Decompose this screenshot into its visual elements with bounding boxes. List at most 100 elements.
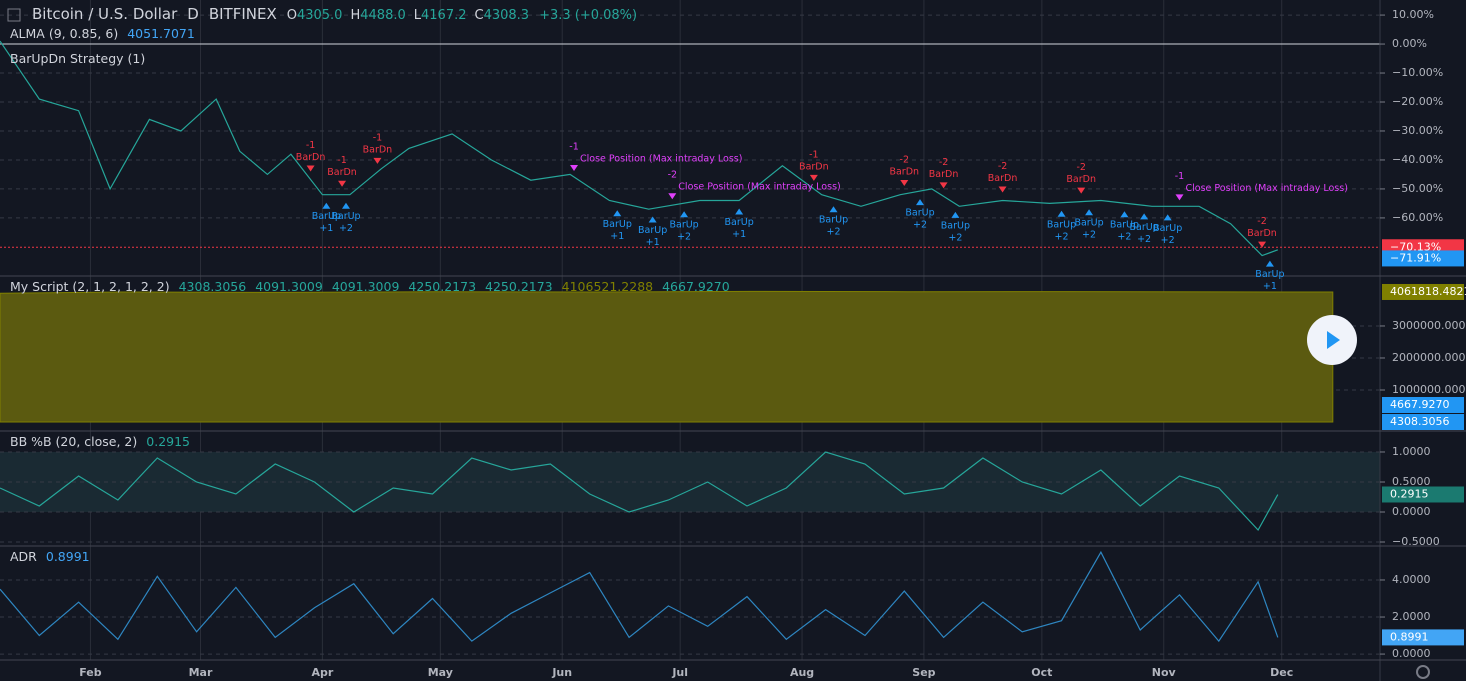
signal-label: BarDn xyxy=(327,167,357,178)
sell-arrow xyxy=(1077,187,1086,194)
ohlc-item: H4488.0 xyxy=(350,8,405,23)
buy-arrow xyxy=(341,202,350,209)
signal-label: BarUp xyxy=(905,208,934,219)
signal-count: -1 xyxy=(569,142,578,153)
ohlc-value: 4305.0 xyxy=(296,8,343,23)
price-box-label: 4061818.4821 xyxy=(1390,285,1466,298)
pane-legend: ALMA (9, 0.85, 6) 4051.7071 xyxy=(10,26,195,41)
interval: D xyxy=(187,5,199,23)
ohlc: O4305.0 H4488.0 L4167.2 C4308.3 xyxy=(287,8,529,23)
buy-arrow xyxy=(1140,213,1149,220)
legend-title: BarUpDn Strategy (1) xyxy=(10,51,146,66)
buy-arrow xyxy=(829,206,838,213)
y-tick-label: 10.00% xyxy=(1392,8,1434,21)
legend-value: 4250.2173 xyxy=(485,279,553,294)
y-tick-label: 0.5000 xyxy=(1392,475,1431,488)
close-arrow xyxy=(570,165,579,172)
price-box xyxy=(1382,283,1464,300)
symbol: Bitcoin / U.S. Dollar xyxy=(32,5,178,23)
legend-value: 4091.3009 xyxy=(255,279,323,294)
exchange: BITFINEX xyxy=(208,5,277,23)
buy-arrow xyxy=(1085,209,1094,216)
legend-value: 4308.3056 xyxy=(178,279,247,294)
buy-arrow xyxy=(951,211,960,218)
signal-count: -1 xyxy=(1175,171,1184,182)
y-tick-label: 4.0000 xyxy=(1392,573,1431,586)
play-icon[interactable] xyxy=(1327,331,1340,349)
legend-value: 4250.2173 xyxy=(408,279,477,294)
buy-arrow xyxy=(680,211,689,218)
signal-label: BarDn xyxy=(889,167,919,178)
legend-value: 4106521.2288 xyxy=(561,279,654,294)
signal-label: BarUp xyxy=(1129,222,1158,233)
y-tick-label: 1000000.0000 xyxy=(1392,383,1466,396)
signal-count: +2 xyxy=(948,232,962,243)
signal-label: BarUp xyxy=(312,211,341,222)
price-box xyxy=(1382,629,1464,646)
signal-count: +1 xyxy=(610,231,624,242)
area xyxy=(0,290,1334,423)
signal-label: BarUp xyxy=(941,220,970,231)
signal-count: -2 xyxy=(900,155,909,166)
signal-count: +2 xyxy=(826,227,840,238)
ohlc-value: 4488.0 xyxy=(360,8,406,23)
buy-arrow xyxy=(1163,214,1172,221)
y-tick-label: 3000000.0000 xyxy=(1392,319,1466,332)
signal-count: +1 xyxy=(319,223,333,234)
price-box xyxy=(1382,250,1464,267)
sell-arrow xyxy=(338,180,347,187)
buy-arrow xyxy=(1265,260,1274,267)
ohlc-key: L xyxy=(413,8,421,23)
sell-arrow xyxy=(939,182,948,189)
x-tick-label: Feb xyxy=(79,666,102,679)
signal-count: -2 xyxy=(1076,162,1085,173)
signal-label: BarDn xyxy=(988,173,1018,184)
signal-count: +2 xyxy=(1117,232,1131,243)
y-tick-label: 2000000.0000 xyxy=(1392,351,1466,364)
pane-legend: BB %B (20, close, 2) 0.2915 xyxy=(10,434,190,449)
y-tick-label: −60.00% xyxy=(1392,211,1443,224)
buy-arrow xyxy=(648,216,657,223)
ohlc-key: C xyxy=(474,8,484,23)
buy-arrow xyxy=(322,202,331,209)
legend-title: ALMA (9, 0.85, 6) xyxy=(10,26,119,41)
signal-label: BarUp xyxy=(1047,219,1076,230)
signal-count: +2 xyxy=(1082,230,1096,241)
price-box xyxy=(1382,486,1464,503)
y-tick-label: −10.00% xyxy=(1392,66,1443,79)
y-tick-label: 0.0000 xyxy=(1392,647,1431,660)
price-box-label: 4308.3056 xyxy=(1390,415,1450,428)
price-box xyxy=(1382,397,1464,413)
signal-label: BarUp xyxy=(725,217,754,228)
signal-label: BarDn xyxy=(296,152,326,163)
ohlc-key: H xyxy=(350,8,361,23)
signal-count: +2 xyxy=(1055,231,1069,242)
buy-arrow xyxy=(613,210,622,217)
settings-icon[interactable] xyxy=(1416,665,1430,679)
play-button[interactable] xyxy=(1307,315,1357,365)
buy-arrow xyxy=(735,208,744,215)
signal-count: -1 xyxy=(337,155,346,166)
pane-legend: My Script (2, 1, 2, 1, 2, 2) 4308.3056 409… xyxy=(10,279,730,294)
pane-legend: BarUpDn Strategy (1) xyxy=(10,51,145,66)
x-tick-label: Jul xyxy=(671,666,688,679)
gear[interactable] xyxy=(1416,665,1430,679)
sell-arrow xyxy=(809,174,818,181)
price-box-label: 0.8991 xyxy=(1390,630,1429,643)
signal-count: +1 xyxy=(646,237,660,248)
signal-count: -1 xyxy=(809,149,818,160)
collapse-icon[interactable] xyxy=(7,8,21,22)
buy-arrow xyxy=(1057,210,1066,217)
signal-label: BarDn xyxy=(929,169,959,180)
series-line xyxy=(0,451,1279,532)
x-tick-label: Aug xyxy=(790,666,814,679)
ohlc-item: L4167.2 xyxy=(414,8,467,23)
signal-label: BarUp xyxy=(1110,220,1139,231)
price-box-label: −71.91% xyxy=(1390,251,1441,264)
close-arrow xyxy=(1175,194,1184,201)
legend-value: 0.2915 xyxy=(146,434,191,449)
signal-label: BarUp xyxy=(1074,218,1103,229)
x-tick-label: Jun xyxy=(551,666,572,679)
